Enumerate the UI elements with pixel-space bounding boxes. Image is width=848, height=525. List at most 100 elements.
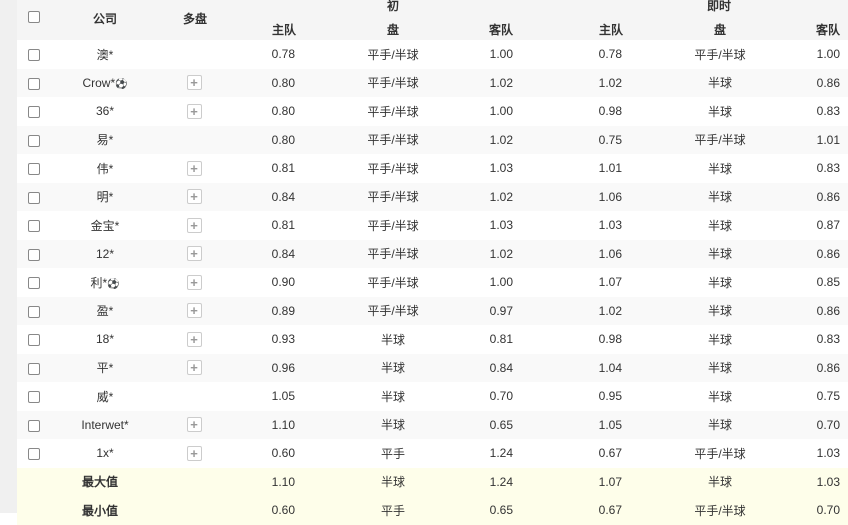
multi-cell: + [158,160,230,176]
live-line: 平手/半球 [694,446,746,461]
table-row[interactable]: 澳* 0.78 平手/半球 1.00 0.78 平手/半球 1.00 [17,40,848,69]
row-checkbox[interactable] [28,163,40,176]
company-cell: 1x* [52,446,158,460]
table-row[interactable]: 12* + 0.84 平手/半球 1.02 1.06 半球 0.86 [17,239,848,268]
row-checkbox-cell [17,104,52,119]
table-body: 澳* 0.78 平手/半球 1.00 0.78 平手/半球 1.00 Crow*⚽ + … [17,40,848,525]
multi-cell: + [158,217,230,233]
table-row[interactable]: 36* + 0.80 平手/半球 1.00 0.98 半球 0.83 [17,97,848,126]
multi-cell: + [158,189,230,205]
header-live-line: 盘 [714,23,727,37]
multi-cell: + [158,303,230,319]
row-checkbox[interactable] [28,277,40,290]
initial-line: 半球 [380,475,405,490]
row-checkbox[interactable] [28,305,40,318]
header-initial-away: 客队 [489,23,514,37]
initial-line: 平手/半球 [367,247,419,262]
company-cell: 18* [52,332,158,346]
company-cell: 明* [52,188,158,205]
soccer-ball-icon: ⚽ [115,78,128,90]
live-home: 0.98 [598,332,622,347]
table-row[interactable]: 伟* + 0.81 平手/半球 1.03 1.01 半球 0.83 [17,154,848,183]
plus-icon[interactable]: + [186,217,202,233]
table-row[interactable]: 平* + 0.96 半球 0.84 1.04 半球 0.86 [17,353,848,382]
row-checkbox[interactable] [28,134,40,147]
header-live-home: 主队 [599,23,624,37]
row-checkbox[interactable] [28,106,40,119]
live-away: 0.83 [816,104,840,119]
initial-line: 半球 [380,361,405,376]
live-away: 0.87 [816,218,840,233]
initial-away: 0.97 [489,303,513,318]
live-away: 0.83 [816,332,840,347]
plus-icon[interactable]: + [186,417,202,433]
multi-cell: + [158,75,230,91]
row-checkbox[interactable] [28,191,40,204]
company-name: 明* [96,190,114,205]
plus-icon[interactable]: + [186,331,202,347]
table-row[interactable]: 利*⚽ + 0.90 平手/半球 1.00 1.07 半球 0.85 [17,268,848,297]
multi-cell: + [158,103,230,119]
company-cell: 澳* [52,46,158,63]
company-name: 18* [95,332,115,347]
company-name: 澳* [96,47,114,62]
row-checkbox[interactable] [28,220,40,233]
left-gutter [0,0,17,513]
header-multi: 多盘 [183,12,208,26]
table-header: 公司 多盘 初 主队 盘 客队 即时 主队 盘 客队 [17,0,848,40]
table-row[interactable]: 金宝* + 0.81 平手/半球 1.03 1.03 半球 0.87 [17,211,848,240]
live-line: 半球 [707,104,732,119]
row-checkbox-cell [17,389,52,404]
live-home: 1.07 [598,275,622,290]
row-checkbox[interactable] [28,248,40,261]
plus-icon[interactable]: + [186,303,202,319]
row-checkbox[interactable] [28,334,40,347]
live-away: 0.86 [816,360,840,375]
initial-away: 1.02 [489,75,513,90]
live-home: 0.98 [598,104,622,119]
table-row[interactable]: 明* + 0.84 平手/半球 1.02 1.06 半球 0.86 [17,182,848,211]
initial-line: 平手 [380,446,405,461]
live-away: 1.00 [816,47,840,62]
company-name: 12* [95,246,115,261]
live-home: 1.07 [598,474,622,489]
live-away: 0.70 [816,417,840,432]
initial-home: 0.80 [271,132,295,147]
initial-away: 1.03 [489,161,513,176]
plus-icon[interactable]: + [186,274,202,290]
multi-cell: + [158,246,230,262]
multi-cell: + [158,445,230,461]
row-checkbox[interactable] [28,419,40,432]
company-name: 平* [96,361,114,376]
initial-home: 1.05 [271,389,295,404]
initial-home: 0.84 [271,189,295,204]
plus-icon[interactable]: + [186,246,202,262]
initial-line: 平手/半球 [367,47,419,62]
company-cell: 盈* [52,302,158,319]
table-row[interactable]: Interwet* + 1.10 半球 0.65 1.05 半球 0.70 [17,410,848,439]
plus-icon[interactable]: + [186,103,202,119]
row-checkbox[interactable] [28,77,40,90]
table-row[interactable]: 易* 0.80 平手/半球 1.02 0.75 平手/半球 1.01 [17,125,848,154]
live-line: 半球 [707,475,732,490]
plus-icon[interactable]: + [186,160,202,176]
table-row[interactable]: 18* + 0.93 半球 0.81 0.98 半球 0.83 [17,325,848,354]
initial-home: 0.60 [271,503,295,518]
summary-label: 最大值 [82,475,119,490]
row-checkbox[interactable] [28,362,40,375]
plus-icon[interactable]: + [186,75,202,91]
plus-icon[interactable]: + [186,189,202,205]
plus-icon[interactable]: + [186,360,202,376]
initial-home: 0.60 [271,446,295,461]
row-checkbox[interactable] [28,448,40,461]
initial-line: 平手/半球 [367,218,419,233]
live-line: 半球 [707,218,732,233]
row-checkbox[interactable] [28,49,40,62]
plus-icon[interactable]: + [186,445,202,461]
row-checkbox[interactable] [28,391,40,404]
live-line: 平手/半球 [694,47,746,62]
table-row[interactable]: 盈* + 0.89 平手/半球 0.97 1.02 半球 0.86 [17,296,848,325]
table-row[interactable]: 1x* + 0.60 平手 1.24 0.67 平手/半球 1.03 [17,439,848,468]
table-row[interactable]: 威* 1.05 半球 0.70 0.95 半球 0.75 [17,382,848,411]
table-row[interactable]: Crow*⚽ + 0.80 平手/半球 1.02 1.02 半球 0.86 [17,68,848,97]
